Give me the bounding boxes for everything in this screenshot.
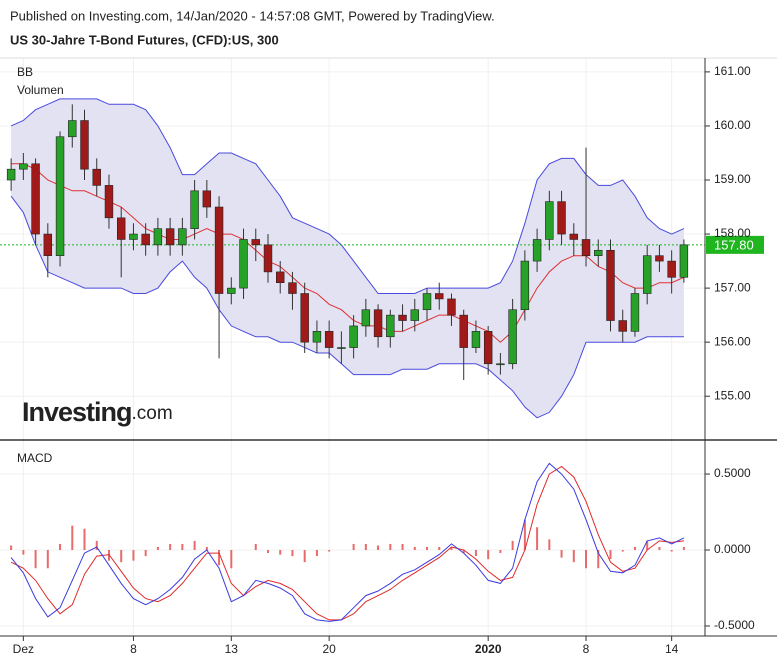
- chart-title: US 30-Jahre T-Bond Futures, (CFD):US, 30…: [10, 32, 279, 47]
- candle-body: [337, 347, 346, 349]
- candle-body: [655, 255, 664, 262]
- y-tick-label: 161.00: [714, 64, 751, 78]
- candle-body: [251, 239, 260, 246]
- candle-body: [398, 314, 407, 321]
- candle-body: [31, 163, 40, 235]
- candle-body: [557, 201, 566, 235]
- candle-body: [520, 260, 530, 311]
- x-tick-label: 14: [665, 642, 679, 656]
- bb-upper: [10, 98, 685, 294]
- candle-body: [92, 168, 101, 186]
- candle-body: [80, 120, 89, 170]
- candle-body: [630, 293, 640, 332]
- last-price-label: 157.80: [714, 237, 754, 252]
- candle-body: [276, 271, 285, 284]
- y-tick-label: 0.5000: [714, 466, 751, 480]
- logo-brand: Investing: [22, 397, 132, 427]
- candle-body: [606, 249, 615, 321]
- candle-body: [300, 293, 309, 343]
- candle-body: [68, 120, 77, 138]
- candle-body: [165, 228, 175, 246]
- candle-body: [435, 293, 444, 300]
- y-tick-label: 157.00: [714, 280, 751, 294]
- logo: Investing.com: [22, 397, 173, 427]
- candle-body: [227, 287, 236, 294]
- y-tick-label: 0.0000: [714, 542, 751, 556]
- x-tick-label: 8: [583, 642, 590, 656]
- candle-body: [288, 282, 297, 294]
- candle-body: [459, 314, 468, 348]
- candle-body: [618, 320, 627, 332]
- candle-body: [569, 233, 579, 240]
- candle-body: [6, 168, 16, 181]
- candle-body: [361, 309, 371, 327]
- x-tick-label: Dez: [13, 642, 34, 656]
- x-tick-label: 8: [130, 642, 137, 656]
- candle-body: [129, 233, 138, 240]
- candle-body: [153, 228, 163, 246]
- macd-line: [10, 462, 685, 622]
- last-price-box: [706, 235, 764, 254]
- candle-body: [679, 244, 689, 278]
- candle-body: [373, 309, 383, 338]
- macd-title: MACD: [17, 451, 53, 465]
- candle-body: [312, 331, 322, 343]
- candle-body: [386, 314, 395, 338]
- x-tick-label: 20: [322, 642, 336, 656]
- y-tick-label: 155.00: [714, 388, 751, 402]
- y-tick-label: 159.00: [714, 172, 751, 186]
- macd-panel: [10, 462, 685, 622]
- candle-body: [410, 309, 419, 321]
- candle-body: [214, 206, 224, 294]
- candle-body: [422, 293, 432, 311]
- candle-body: [190, 190, 199, 229]
- bb-fill: [11, 98, 684, 418]
- y-tick-label: 156.00: [714, 334, 751, 348]
- candle-body: [104, 185, 114, 219]
- bb-middle: [11, 163, 685, 343]
- candle-body: [349, 325, 358, 348]
- indicator-label: BB: [17, 65, 33, 79]
- logo-suffix: .com: [132, 403, 173, 424]
- candle-body: [483, 331, 493, 365]
- x-tick-label: 2020: [475, 642, 502, 656]
- candle-body: [263, 244, 273, 273]
- candle-body: [239, 239, 248, 289]
- x-tick-label: 13: [225, 642, 239, 656]
- y-tick-label: -0.5000: [714, 618, 755, 632]
- price-panel: [0, 98, 764, 419]
- y-tick-label: 158.00: [714, 226, 751, 240]
- candle-body: [447, 298, 456, 316]
- candle-body: [471, 331, 481, 348]
- candle-body: [324, 331, 334, 348]
- candle-body: [43, 233, 53, 256]
- indicator-label: Volumen: [17, 83, 64, 97]
- candle-body: [202, 190, 212, 208]
- candle-body: [55, 136, 65, 256]
- candle-body: [116, 217, 126, 240]
- published-note: Published on Investing.com, 14/Jan/2020 …: [10, 8, 495, 23]
- candle-body: [642, 255, 652, 294]
- candle-body: [594, 249, 603, 256]
- candle-body: [178, 228, 187, 246]
- y-tick-label: 160.00: [714, 118, 751, 132]
- candle-body: [19, 163, 28, 170]
- bb-lower: [10, 195, 684, 419]
- candle-body: [667, 260, 676, 278]
- candle-body: [508, 309, 517, 365]
- candle-body: [581, 239, 591, 256]
- candle-body: [532, 239, 542, 262]
- candle-body: [545, 201, 554, 240]
- candle-body: [496, 363, 505, 366]
- candle-body: [141, 233, 150, 246]
- macd-signal-line: [10, 465, 684, 621]
